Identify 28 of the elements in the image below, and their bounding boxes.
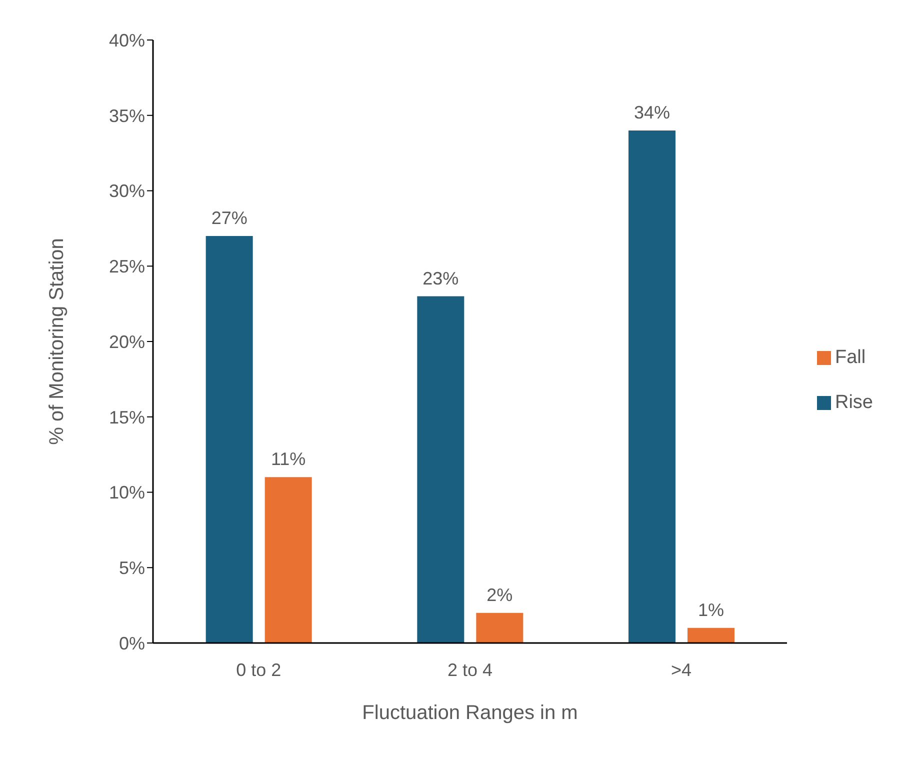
- data-label: 2%: [486, 584, 513, 605]
- x-tick-label: 2 to 4: [447, 660, 493, 680]
- y-tick-label: 35%: [108, 106, 145, 126]
- y-tick-label: 5%: [118, 558, 145, 578]
- y-tick-label: 10%: [108, 482, 145, 503]
- x-axis-title: Fluctuation Ranges in m: [362, 702, 578, 724]
- data-label: 34%: [634, 102, 670, 122]
- x-tick-label: 0 to 2: [236, 660, 282, 680]
- y-tick-label: 15%: [108, 407, 145, 428]
- legend-label: Rise: [834, 392, 873, 412]
- bar: [628, 130, 676, 643]
- bar: [206, 236, 253, 643]
- data-label: 1%: [698, 600, 724, 620]
- bar: [687, 628, 734, 643]
- y-axis-title: % of Monitoring Station: [46, 238, 68, 445]
- bar: [476, 612, 524, 643]
- y-tick-label: 30%: [108, 181, 145, 202]
- bar: [417, 296, 464, 643]
- x-tick-label: >4: [671, 660, 692, 680]
- y-tick-label: 40%: [108, 30, 145, 50]
- data-label: 11%: [270, 449, 306, 470]
- y-tick-label: 20%: [108, 332, 145, 352]
- data-label: 23%: [422, 268, 459, 288]
- legend-label: Fall: [834, 346, 866, 368]
- bar: [264, 477, 312, 643]
- data-label: 27%: [211, 208, 248, 228]
- y-tick-label: 25%: [108, 256, 145, 277]
- y-tick-label: 0%: [118, 633, 145, 654]
